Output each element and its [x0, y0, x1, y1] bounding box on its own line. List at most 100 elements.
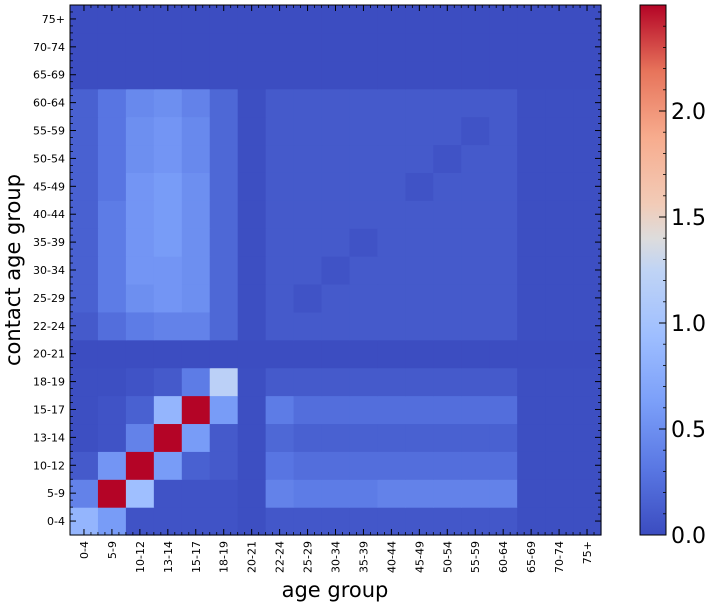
heatmap-cell — [377, 32, 406, 62]
y-tick-label: 20-21 — [33, 348, 65, 361]
heatmap-cell — [153, 60, 183, 90]
heatmap-cell — [321, 144, 351, 173]
heatmap-cell — [153, 144, 183, 173]
heatmap-cell — [153, 283, 183, 313]
heatmap-cell — [209, 479, 239, 508]
heatmap-cell — [377, 144, 406, 173]
heatmap-cell — [461, 479, 490, 508]
colorbar-tick-label: 2.0 — [671, 100, 706, 125]
heatmap-cell — [405, 339, 434, 369]
heatmap-cell — [433, 395, 462, 425]
colorbar-tick-label: 1.0 — [671, 312, 706, 337]
heatmap-cell — [349, 283, 379, 313]
heatmap-cell — [433, 423, 462, 452]
heatmap-cell — [489, 60, 518, 90]
heatmap-cell — [545, 423, 574, 452]
heatmap-cell — [545, 200, 574, 229]
heatmap-cell — [489, 339, 518, 369]
heatmap-cell — [545, 451, 574, 480]
heatmap-cell — [97, 395, 127, 425]
heatmap-cell — [405, 172, 434, 201]
heatmap-cell — [293, 423, 323, 452]
heatmap-cells — [70, 5, 602, 536]
x-tick-label: 13-14 — [162, 541, 175, 573]
heatmap-cell — [405, 144, 434, 173]
heatmap-cell — [181, 256, 211, 285]
heatmap-cell — [181, 451, 211, 480]
heatmap-cell — [209, 116, 239, 146]
heatmap-cell — [461, 367, 490, 397]
heatmap-cell — [377, 339, 406, 369]
heatmap-cell — [433, 200, 462, 229]
heatmap-cell — [181, 479, 211, 508]
heatmap-cell — [265, 60, 295, 90]
heatmap-cell — [349, 451, 379, 480]
heatmap-cell — [545, 283, 574, 313]
heatmap-cell — [321, 367, 351, 397]
heatmap-cell — [293, 311, 323, 341]
heatmap-cell — [97, 339, 127, 369]
heatmap-cell — [153, 367, 183, 397]
heatmap-cell — [349, 172, 379, 201]
heatmap-cell — [517, 32, 546, 62]
heatmap-cell — [293, 116, 323, 146]
heatmap-cell — [461, 283, 490, 313]
heatmap-cell — [489, 116, 518, 146]
heatmap-cell — [125, 367, 155, 397]
x-tick-label: 70-74 — [553, 541, 566, 573]
heatmap-cell — [209, 283, 239, 313]
heatmap-cell — [517, 144, 546, 173]
heatmap-cell — [181, 200, 211, 229]
heatmap-cell — [405, 423, 434, 452]
heatmap-cell — [433, 144, 462, 173]
heatmap-cell — [545, 339, 574, 369]
heatmap-cell — [433, 479, 462, 508]
heatmap-cell — [489, 172, 518, 201]
heatmap-cell — [125, 479, 155, 508]
y-tick-label: 5-9 — [47, 487, 65, 500]
heatmap-cell — [181, 423, 211, 452]
heatmap-cell — [293, 88, 323, 118]
y-tick-label: 50-54 — [33, 152, 65, 165]
heatmap-cell — [153, 256, 183, 285]
heatmap-cell — [461, 256, 490, 285]
heatmap-cell — [97, 32, 127, 62]
heatmap-cell — [209, 256, 239, 285]
heatmap-cell — [265, 395, 295, 425]
heatmap-cell — [545, 88, 574, 118]
heatmap-cell — [517, 116, 546, 146]
heatmap-cell — [349, 367, 379, 397]
heatmap-cell — [321, 200, 351, 229]
heatmap-cell — [265, 88, 295, 118]
colorbar — [639, 4, 667, 536]
heatmap-cell — [293, 395, 323, 425]
heatmap-cell — [545, 256, 574, 285]
heatmap-cell — [377, 256, 406, 285]
heatmap-cell — [321, 283, 351, 313]
heatmap-cell — [517, 200, 546, 229]
x-axis-label: age group — [282, 578, 389, 602]
colorbar-tick-label: 1.5 — [671, 206, 706, 231]
heatmap-cell — [489, 451, 518, 480]
x-tick-label: 75+ — [581, 541, 594, 564]
heatmap-cell — [293, 32, 323, 62]
heatmap-cell — [321, 116, 351, 146]
heatmap-cell — [209, 200, 239, 229]
heatmap-cell — [349, 423, 379, 452]
heatmap-cell — [405, 283, 434, 313]
heatmap-cell — [153, 395, 183, 425]
heatmap-cell — [125, 88, 155, 118]
heatmap-cell — [237, 283, 267, 313]
x-tick-label: 15-17 — [190, 541, 203, 573]
heatmap-cell — [321, 60, 351, 90]
heatmap-cell — [489, 256, 518, 285]
heatmap-cell — [293, 451, 323, 480]
y-tick-label: 45-49 — [33, 180, 65, 193]
heatmap-cell — [349, 88, 379, 118]
heatmap-cell — [97, 172, 127, 201]
heatmap-cell — [433, 228, 462, 257]
heatmap-cell — [461, 451, 490, 480]
heatmap-cell — [377, 479, 406, 508]
heatmap-cell — [321, 451, 351, 480]
